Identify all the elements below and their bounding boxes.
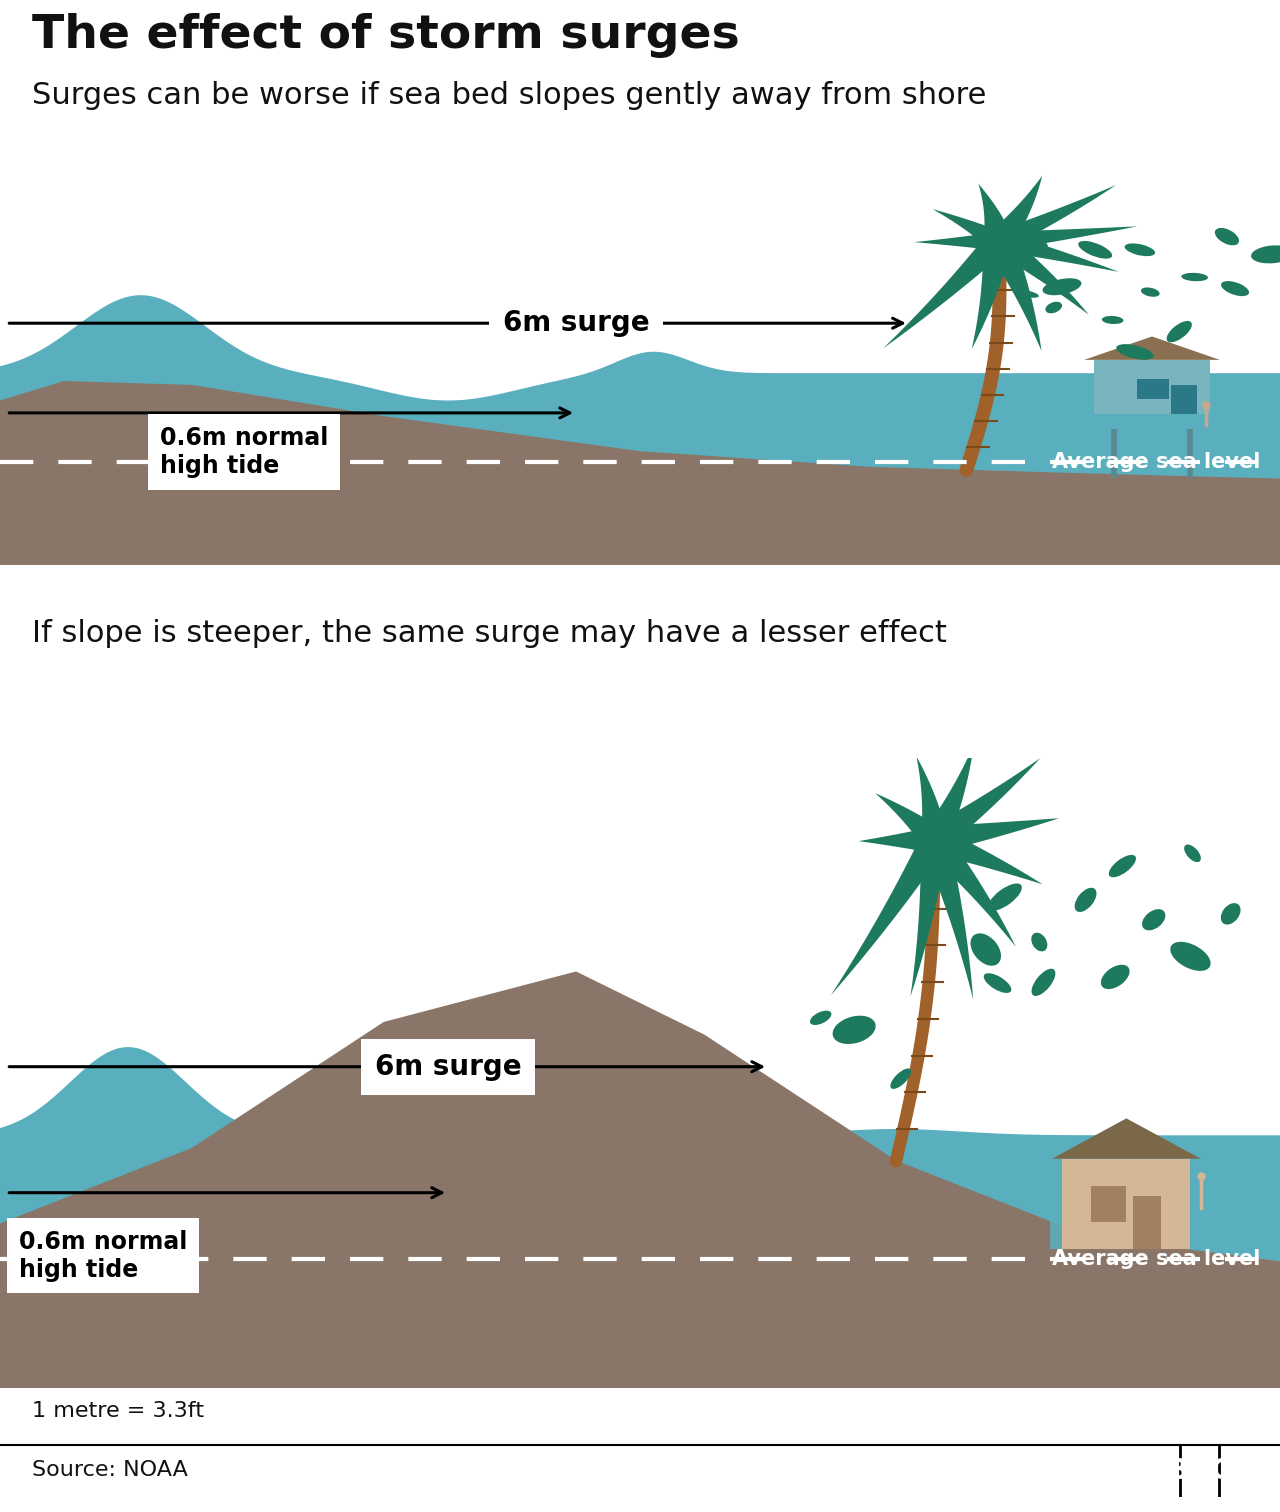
Text: Average sea level: Average sea level [1052, 1249, 1261, 1270]
Polygon shape [929, 827, 1043, 885]
Polygon shape [984, 239, 1042, 351]
Ellipse shape [1032, 933, 1047, 951]
Ellipse shape [1166, 321, 1192, 342]
Ellipse shape [1140, 287, 1160, 296]
Ellipse shape [810, 1010, 832, 1025]
Polygon shape [932, 818, 1059, 853]
Bar [1094, 360, 1210, 414]
Text: Surges can be worse if sea bed slopes gently away from shore: Surges can be worse if sea bed slopes ge… [32, 82, 987, 110]
Text: C: C [1226, 1458, 1248, 1485]
Polygon shape [1084, 337, 1220, 360]
Bar [1062, 1158, 1190, 1249]
Polygon shape [1052, 1119, 1201, 1158]
Bar [1050, 1205, 1203, 1249]
Ellipse shape [1101, 965, 1129, 989]
Text: BBC: BBC [1166, 1458, 1231, 1485]
Bar [1133, 1196, 1161, 1249]
Ellipse shape [1102, 316, 1124, 324]
Polygon shape [933, 209, 1009, 248]
Ellipse shape [1032, 969, 1056, 996]
Ellipse shape [1125, 243, 1155, 256]
Text: B: B [1188, 1458, 1210, 1485]
Polygon shape [922, 836, 973, 999]
Text: If slope is steeper, the same surge may have a lesser effect: If slope is steeper, the same surge may … [32, 620, 947, 649]
Polygon shape [859, 826, 934, 853]
Polygon shape [996, 227, 1137, 251]
Polygon shape [987, 236, 1089, 314]
Polygon shape [922, 745, 974, 847]
Ellipse shape [1181, 272, 1208, 281]
Ellipse shape [1184, 845, 1201, 862]
Ellipse shape [1046, 302, 1062, 313]
Text: 6m surge: 6m surge [503, 308, 649, 337]
Ellipse shape [1043, 278, 1082, 295]
Text: The effect of storm surges: The effect of storm surges [32, 14, 740, 57]
Polygon shape [831, 833, 946, 995]
Polygon shape [883, 236, 1011, 348]
Polygon shape [924, 832, 1016, 947]
Ellipse shape [1215, 228, 1239, 245]
Polygon shape [993, 233, 1119, 272]
Polygon shape [984, 175, 1042, 245]
Ellipse shape [988, 883, 1021, 910]
Polygon shape [972, 240, 1014, 349]
Polygon shape [927, 758, 1041, 851]
Ellipse shape [891, 1069, 911, 1089]
Bar [1137, 380, 1169, 399]
Ellipse shape [1221, 281, 1249, 296]
Text: 6m surge: 6m surge [375, 1052, 521, 1081]
Ellipse shape [1016, 290, 1039, 298]
Bar [1088, 414, 1216, 428]
Polygon shape [916, 756, 948, 841]
Bar [1171, 386, 1197, 414]
Ellipse shape [1170, 942, 1211, 971]
Ellipse shape [1142, 909, 1165, 930]
Ellipse shape [1108, 854, 1135, 877]
Ellipse shape [984, 974, 1011, 993]
Ellipse shape [970, 933, 1001, 966]
Text: Average sea level: Average sea level [1052, 452, 1261, 472]
Ellipse shape [1251, 245, 1280, 263]
Text: Source: NOAA: Source: NOAA [32, 1461, 188, 1480]
Ellipse shape [1116, 345, 1153, 360]
Polygon shape [989, 184, 1116, 249]
Text: B: B [1151, 1458, 1172, 1485]
Ellipse shape [1078, 240, 1112, 259]
Polygon shape [876, 794, 945, 850]
Bar [1091, 1187, 1126, 1222]
Polygon shape [0, 381, 1280, 565]
Polygon shape [978, 184, 1014, 242]
Ellipse shape [1016, 233, 1048, 251]
Text: 0.6m normal
high tide: 0.6m normal high tide [160, 426, 329, 478]
Polygon shape [910, 839, 948, 996]
Ellipse shape [1221, 903, 1240, 924]
Ellipse shape [1075, 888, 1097, 912]
Ellipse shape [832, 1016, 876, 1043]
Text: 1 metre = 3.3ft: 1 metre = 3.3ft [32, 1402, 204, 1421]
Text: 0.6m normal
high tide: 0.6m normal high tide [19, 1229, 188, 1282]
Polygon shape [0, 972, 1280, 1388]
Polygon shape [914, 231, 998, 251]
